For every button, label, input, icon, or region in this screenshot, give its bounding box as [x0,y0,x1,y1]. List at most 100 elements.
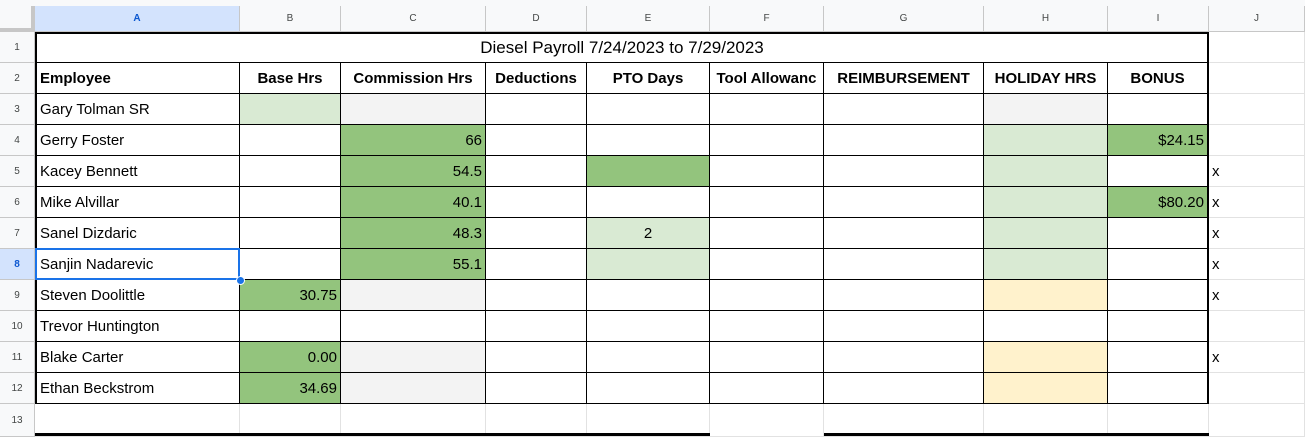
base-cell[interactable]: 30.75 [240,280,341,311]
cell[interactable] [824,342,984,373]
header-reimbursement[interactable]: REIMBURSEMENT [824,63,984,94]
cell[interactable] [984,187,1108,218]
flag-mark[interactable]: x [1209,342,1305,373]
employee-name[interactable]: Trevor Huntington [35,311,240,342]
row-header-9[interactable]: 9 [0,280,35,311]
cell[interactable] [1209,32,1305,63]
commission-cell[interactable] [341,342,486,373]
cell[interactable] [710,404,824,437]
cell[interactable] [824,280,984,311]
column-header-j[interactable]: J [1209,6,1305,32]
cell[interactable] [486,125,587,156]
cell[interactable] [710,156,824,187]
flag-mark[interactable] [1209,125,1305,156]
cell[interactable] [984,280,1108,311]
cell[interactable] [710,280,824,311]
cell[interactable] [824,311,984,342]
base-cell[interactable]: 34.69 [240,373,341,404]
column-header-i[interactable]: I [1108,6,1209,32]
commission-cell[interactable] [341,311,486,342]
row-header-5[interactable]: 5 [0,156,35,187]
cell[interactable] [984,373,1108,404]
flag-mark[interactable] [1209,311,1305,342]
cell[interactable] [984,311,1108,342]
column-header-g[interactable]: G [824,6,984,32]
flag-mark[interactable] [1209,373,1305,404]
base-cell[interactable] [240,94,341,125]
flag-mark[interactable]: x [1209,187,1305,218]
cell[interactable] [710,218,824,249]
bonus-cell[interactable] [1108,311,1209,342]
pto-cell[interactable] [587,373,710,404]
bonus-cell[interactable] [1108,94,1209,125]
flag-mark[interactable] [1209,94,1305,125]
cell[interactable] [710,125,824,156]
header-bonus[interactable]: BONUS [1108,63,1209,94]
cell[interactable] [710,94,824,125]
cell[interactable] [486,249,587,280]
commission-cell[interactable]: 54.5 [341,156,486,187]
employee-name[interactable]: Gerry Foster [35,125,240,156]
column-header-a[interactable]: A [35,6,240,32]
cell[interactable] [824,218,984,249]
bonus-cell[interactable] [1108,218,1209,249]
cell[interactable] [486,94,587,125]
pto-cell[interactable] [587,311,710,342]
bonus-cell[interactable]: $24.15 [1108,125,1209,156]
pto-cell[interactable] [587,280,710,311]
pto-cell[interactable] [587,249,710,280]
header-holiday-hrs[interactable]: HOLIDAY HRS [984,63,1108,94]
bonus-cell[interactable] [1108,280,1209,311]
header-base-hrs[interactable]: Base Hrs [240,63,341,94]
cell[interactable] [486,156,587,187]
commission-cell[interactable] [341,373,486,404]
bonus-cell[interactable]: $80.20 [1108,187,1209,218]
header-pto-days[interactable]: PTO Days [587,63,710,94]
cell[interactable] [1209,63,1305,94]
select-all-corner[interactable] [0,6,35,32]
employee-name[interactable]: Steven Doolittle [35,280,240,311]
cell[interactable] [710,249,824,280]
flag-mark[interactable]: x [1209,280,1305,311]
pto-cell[interactable] [587,125,710,156]
base-cell[interactable] [240,187,341,218]
cell[interactable] [486,373,587,404]
cell[interactable] [824,156,984,187]
column-header-e[interactable]: E [587,6,710,32]
bonus-cell[interactable] [1108,249,1209,280]
row-header-4[interactable]: 4 [0,125,35,156]
pto-cell[interactable]: 2 [587,218,710,249]
base-cell[interactable] [240,249,341,280]
row-header-12[interactable]: 12 [0,373,35,404]
header-tool-allowanc[interactable]: Tool Allowanc [710,63,824,94]
row-header-10[interactable]: 10 [0,311,35,342]
column-header-d[interactable]: D [486,6,587,32]
pto-cell[interactable] [587,156,710,187]
cell[interactable] [710,187,824,218]
row-header-13[interactable]: 13 [0,404,35,437]
base-cell[interactable] [240,218,341,249]
flag-mark[interactable]: x [1209,218,1305,249]
cell[interactable] [486,218,587,249]
row-header-6[interactable]: 6 [0,187,35,218]
commission-cell[interactable]: 40.1 [341,187,486,218]
base-cell[interactable] [240,125,341,156]
base-cell[interactable] [240,156,341,187]
base-cell[interactable]: 0.00 [240,342,341,373]
cell[interactable] [824,249,984,280]
cell[interactable] [984,156,1108,187]
pto-cell[interactable] [587,342,710,373]
column-header-b[interactable]: B [240,6,341,32]
cell[interactable] [710,342,824,373]
employee-name[interactable]: Mike Alvillar [35,187,240,218]
flag-mark[interactable]: x [1209,156,1305,187]
row-header-2[interactable]: 2 [0,63,35,94]
base-cell[interactable] [240,311,341,342]
cell[interactable] [824,373,984,404]
fill-handle[interactable] [236,276,245,285]
row-header-7[interactable]: 7 [0,218,35,249]
cell[interactable] [824,187,984,218]
row-header-8[interactable]: 8 [0,249,35,280]
employee-name[interactable]: Ethan Beckstrom [35,373,240,404]
